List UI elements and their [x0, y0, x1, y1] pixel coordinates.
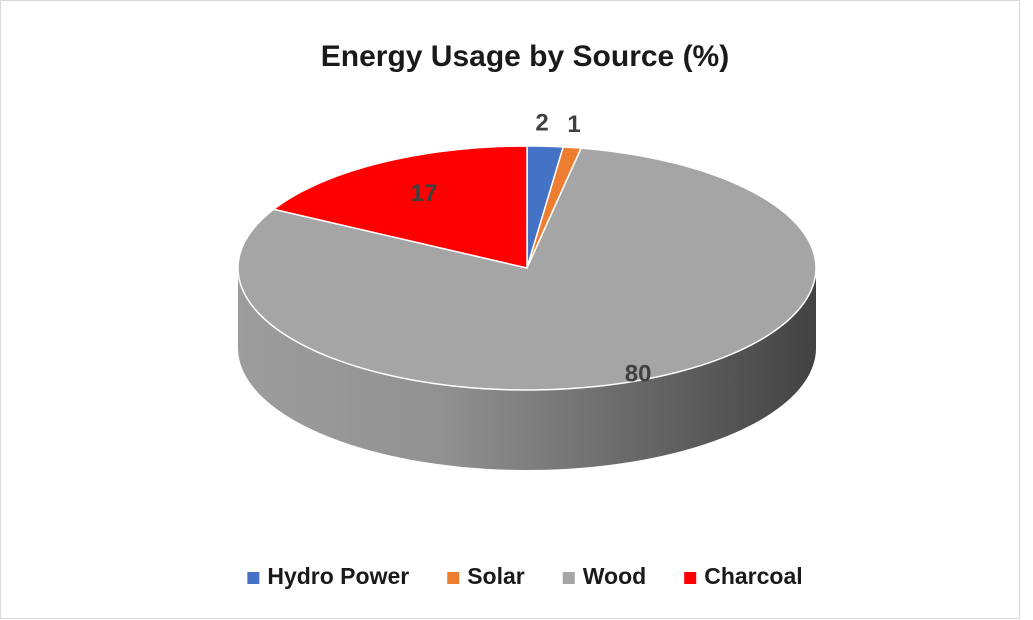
pie-slice — [271, 145, 528, 269]
data-label: 17 — [411, 180, 438, 207]
data-label: 2 — [535, 110, 548, 137]
pie-slice — [237, 147, 817, 391]
legend-label: Hydro Power — [267, 563, 409, 589]
legend-swatch — [447, 572, 460, 584]
side-shade — [238, 268, 816, 470]
legend-label: Charcoal — [704, 563, 802, 589]
legend-label: Solar — [467, 563, 525, 589]
legend-swatch — [562, 572, 575, 584]
legend-label: Wood — [583, 563, 646, 589]
legend-swatch — [247, 572, 260, 584]
data-label: 1 — [567, 111, 580, 138]
legend-swatch — [684, 572, 697, 584]
data-label: 80 — [625, 361, 652, 388]
chart-title: Energy Usage by Source (%) — [321, 40, 729, 73]
